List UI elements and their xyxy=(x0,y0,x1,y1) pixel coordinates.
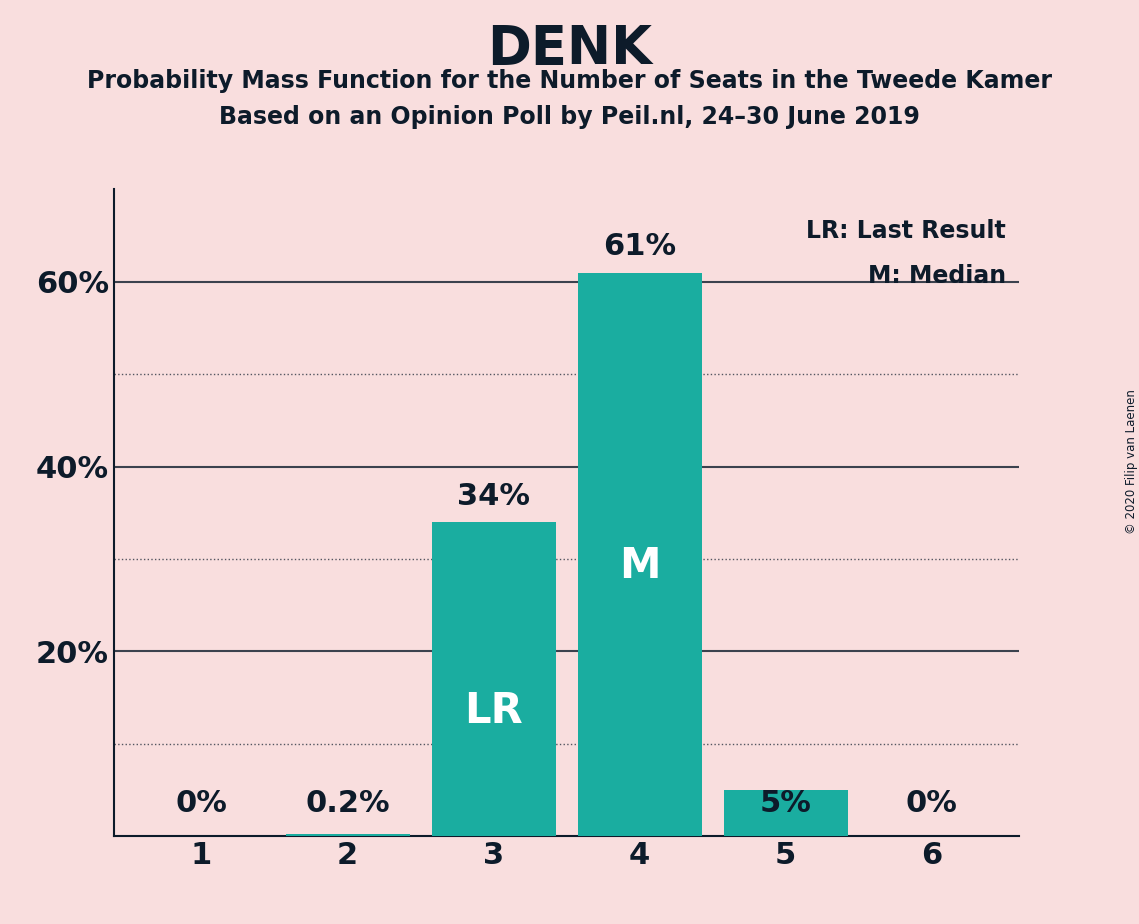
Bar xyxy=(432,522,556,836)
Bar xyxy=(577,273,702,836)
Text: 0.2%: 0.2% xyxy=(305,789,390,818)
Text: M: M xyxy=(618,544,661,587)
Text: Based on an Opinion Poll by Peil.nl, 24–30 June 2019: Based on an Opinion Poll by Peil.nl, 24–… xyxy=(219,105,920,129)
Bar xyxy=(286,834,410,836)
Text: LR: Last Result: LR: Last Result xyxy=(806,218,1006,242)
Bar xyxy=(723,790,847,836)
Text: DENK: DENK xyxy=(487,23,652,75)
Text: Probability Mass Function for the Number of Seats in the Tweede Kamer: Probability Mass Function for the Number… xyxy=(87,69,1052,93)
Text: 0%: 0% xyxy=(906,789,958,818)
Text: 34%: 34% xyxy=(457,482,530,511)
Text: 61%: 61% xyxy=(604,233,677,261)
Text: LR: LR xyxy=(465,689,523,732)
Text: 0%: 0% xyxy=(175,789,228,818)
Text: 5%: 5% xyxy=(760,789,812,818)
Text: M: Median: M: Median xyxy=(868,263,1006,287)
Text: © 2020 Filip van Laenen: © 2020 Filip van Laenen xyxy=(1124,390,1138,534)
